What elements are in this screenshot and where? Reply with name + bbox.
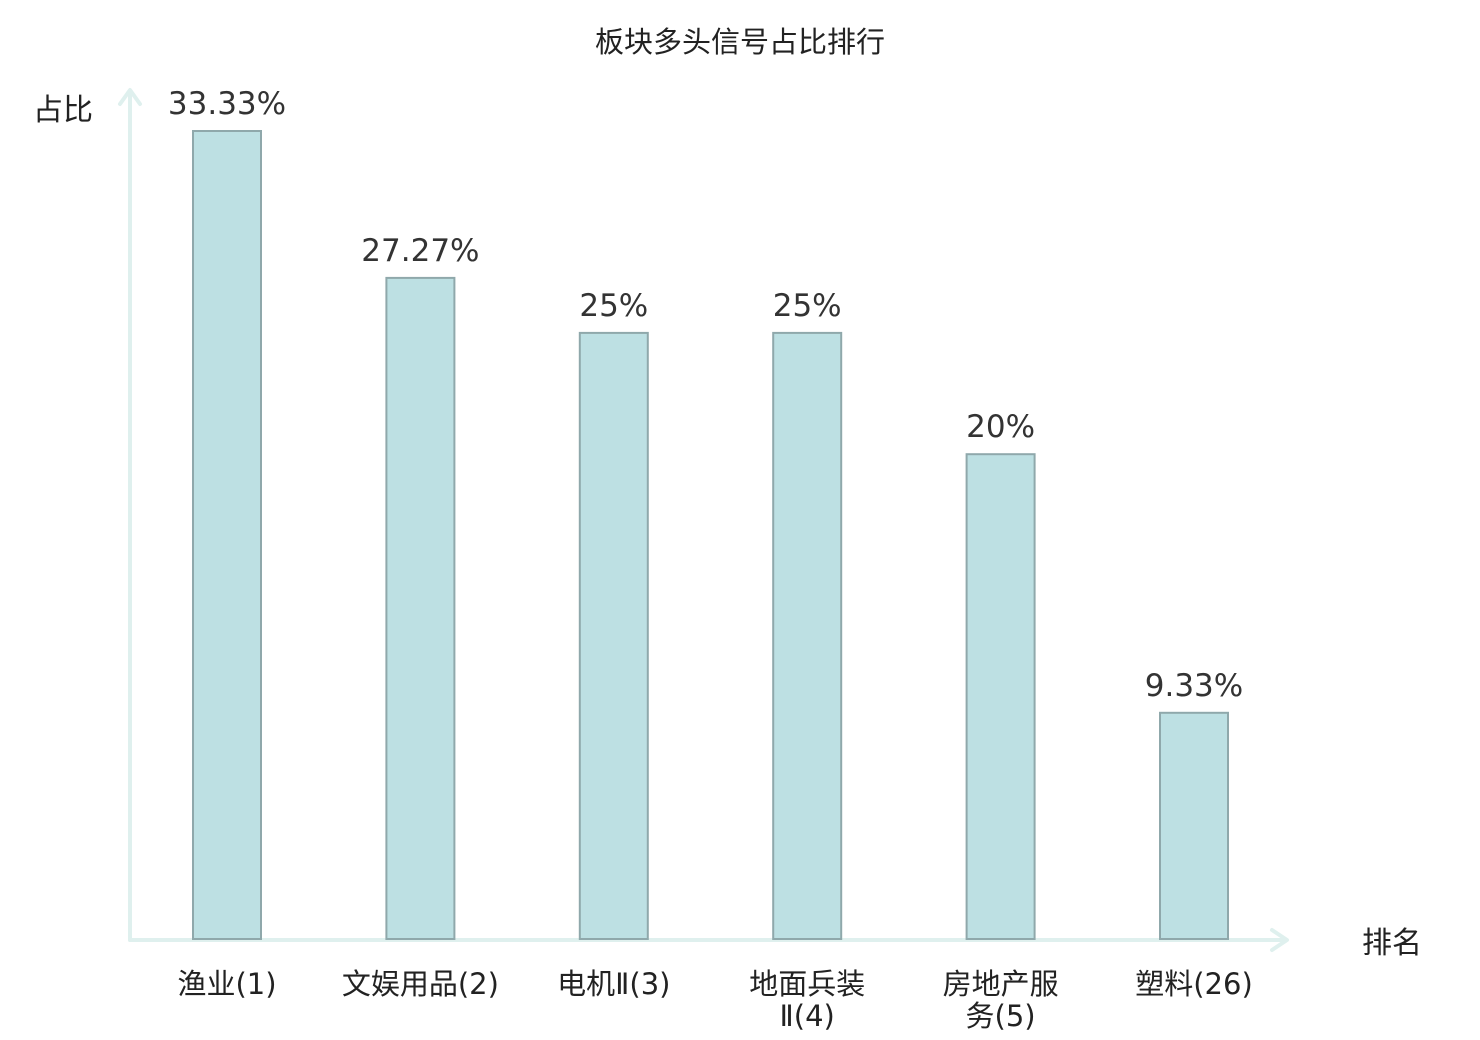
bar-5 bbox=[1159, 711, 1229, 940]
bar-1 bbox=[385, 276, 456, 940]
bar-4 bbox=[965, 453, 1036, 940]
x-tick-label-line: 塑料(26) bbox=[1135, 967, 1253, 1001]
bar-value-label-1: 27.27% bbox=[361, 233, 479, 269]
bars-group bbox=[192, 130, 1229, 940]
x-axis-label: 排名 bbox=[1362, 926, 1422, 961]
x-tick-label-0: 渔业(1) bbox=[177, 967, 276, 1001]
x-tick-label-2: 电机Ⅱ(3) bbox=[557, 967, 670, 1001]
bar-value-label-2: 25% bbox=[579, 288, 648, 324]
bar-3 bbox=[772, 331, 843, 940]
x-tick-label-1: 文娱用品(2) bbox=[342, 967, 499, 1001]
x-tick-label-line: 地面兵装 bbox=[749, 967, 865, 1001]
x-tick-labels-group: 渔业(1) 文娱用品(2) 电机Ⅱ(3) 地面兵装 Ⅱ(4) 房地产服务(5) 塑料(26) bbox=[177, 967, 1252, 1033]
bar-value-label-0: 33.33% bbox=[168, 86, 286, 122]
bar-value-label-4: 20% bbox=[966, 409, 1035, 445]
x-tick-label-4: 房地产服务(5) bbox=[943, 967, 1059, 1033]
x-tick-label-line: Ⅱ(4) bbox=[780, 999, 835, 1033]
bar-2 bbox=[578, 331, 649, 940]
bar-value-label-3: 25% bbox=[773, 288, 842, 324]
chart-title: 板块多头信号占比排行 bbox=[595, 25, 885, 59]
x-tick-label-line: 文娱用品(2) bbox=[342, 967, 499, 1001]
value-labels-group: 33.33% 27.27% 25% 25% 20% 9.33% bbox=[168, 86, 1243, 704]
x-tick-label-line: 渔业(1) bbox=[177, 967, 276, 1001]
axes bbox=[118, 88, 1289, 952]
bar-0 bbox=[192, 130, 262, 940]
y-axis-arrow bbox=[118, 88, 142, 106]
x-tick-label-line: 电机Ⅱ(3) bbox=[557, 967, 670, 1001]
x-tick-label-3: 地面兵装 Ⅱ(4) bbox=[749, 967, 865, 1033]
x-tick-label-5: 塑料(26) bbox=[1135, 967, 1253, 1001]
x-tick-label-line: 务(5) bbox=[966, 999, 1036, 1033]
x-tick-label-line: 房地产服 bbox=[943, 967, 1059, 1001]
bar-value-label-5: 9.33% bbox=[1145, 668, 1243, 704]
y-axis-label: 占比 bbox=[33, 93, 93, 128]
x-axis-arrow bbox=[1270, 928, 1289, 952]
